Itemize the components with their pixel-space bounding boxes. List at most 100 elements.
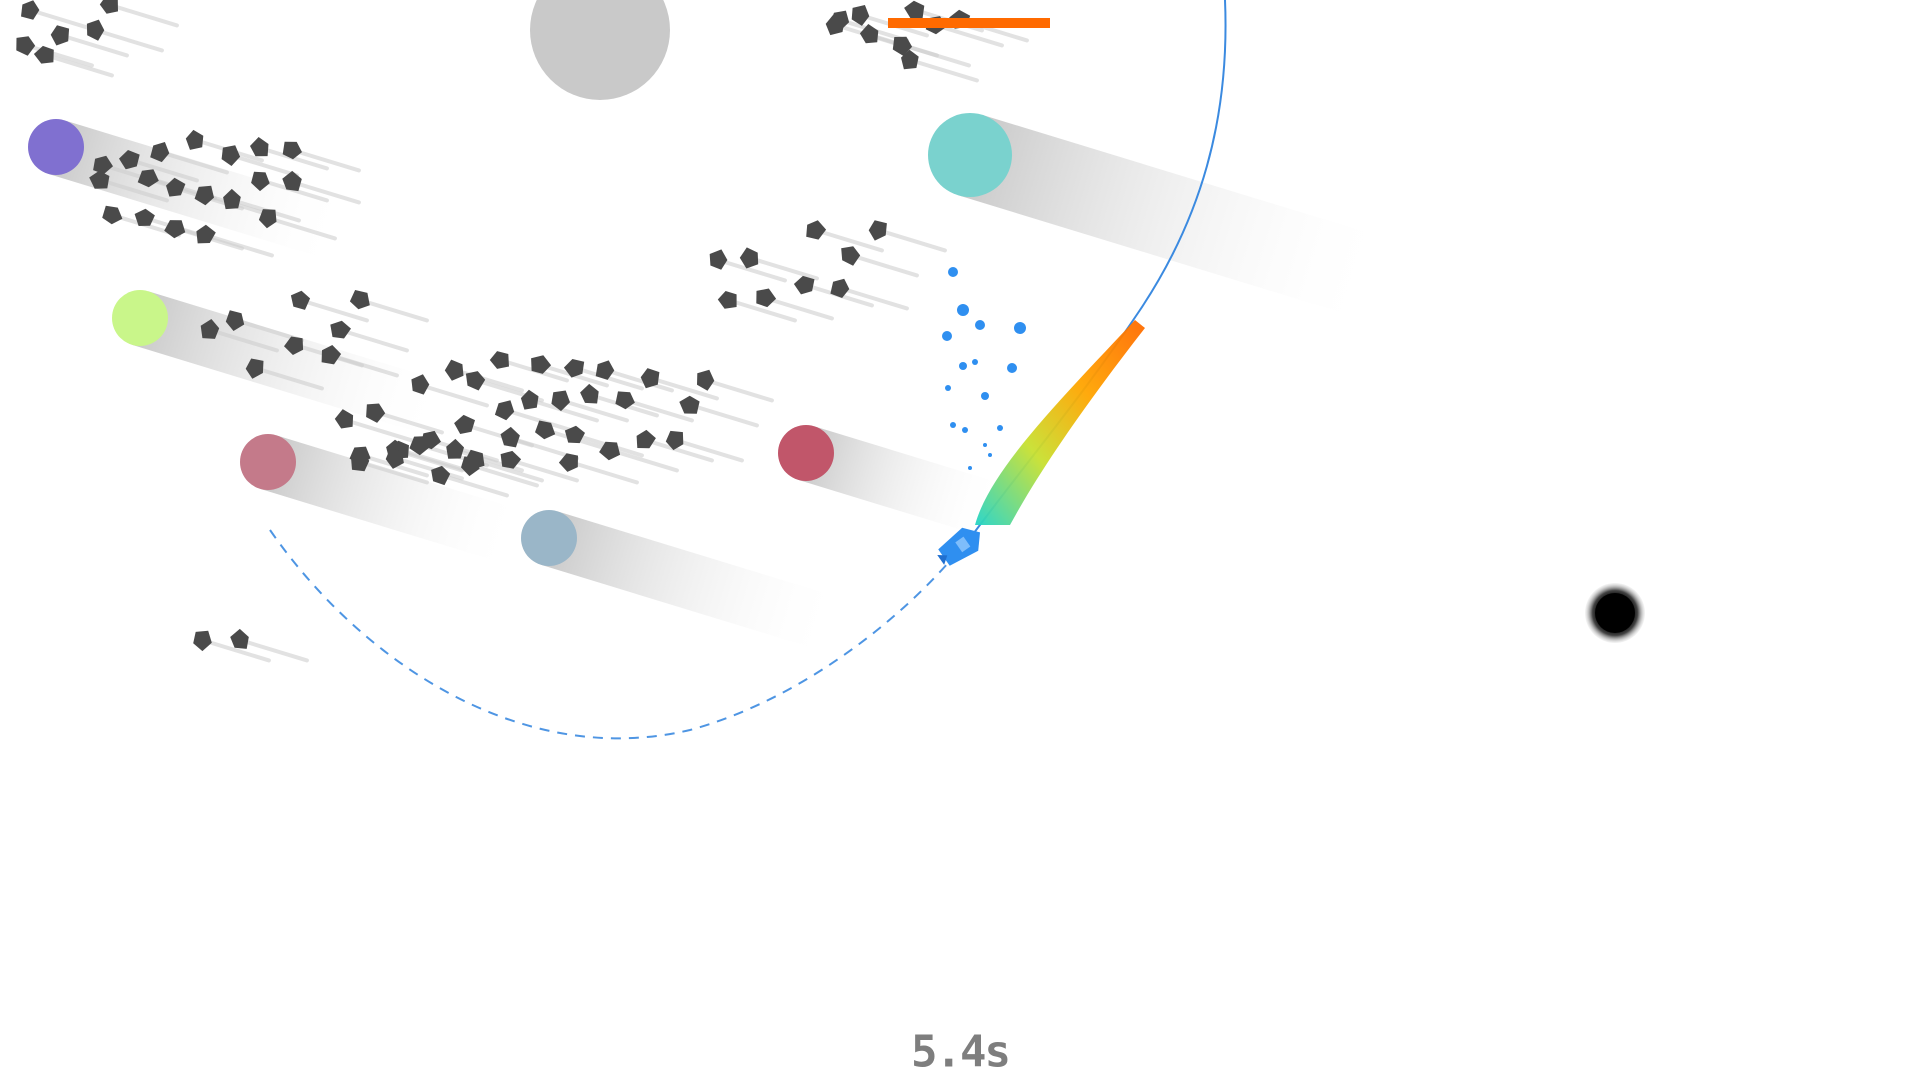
asteroid-streak bbox=[428, 438, 499, 463]
asteroid-icon bbox=[33, 45, 54, 64]
asteroid-icon bbox=[564, 425, 585, 444]
asteroid-streak bbox=[290, 148, 361, 173]
black-hole-icon bbox=[1585, 583, 1645, 643]
asteroid-streak bbox=[603, 368, 674, 393]
asteroid-icon bbox=[859, 24, 879, 44]
asteroid-icon bbox=[454, 414, 475, 434]
asteroid-icon bbox=[134, 208, 155, 226]
asteroid-icon bbox=[225, 310, 245, 331]
asteroid-icon bbox=[258, 209, 277, 229]
asteroid-icon bbox=[904, 0, 925, 19]
asteroid-streak bbox=[528, 398, 599, 423]
asteroid-icon bbox=[901, 49, 919, 70]
blue-particle bbox=[962, 427, 968, 433]
asteroid-streak bbox=[748, 256, 819, 281]
asteroid-streak bbox=[238, 638, 309, 663]
asteroid-streak bbox=[703, 378, 774, 403]
asteroid-streak bbox=[848, 253, 919, 278]
asteroid-icon bbox=[119, 150, 140, 170]
asteroid-streak bbox=[203, 233, 274, 258]
asteroid-streak bbox=[813, 228, 884, 253]
asteroid-icon bbox=[892, 36, 913, 56]
asteroid-icon bbox=[829, 10, 850, 31]
asteroid-icon bbox=[196, 224, 216, 244]
asteroid-streak bbox=[608, 448, 679, 473]
asteroid-icon bbox=[137, 169, 159, 188]
purple-planet bbox=[28, 119, 84, 175]
planets-layer bbox=[28, 0, 1012, 566]
blue-particle bbox=[983, 443, 987, 447]
asteroid-icon bbox=[282, 141, 302, 160]
fuel-bar bbox=[888, 18, 1050, 28]
asteroid-streak bbox=[373, 410, 444, 435]
asteroid-icon bbox=[194, 185, 214, 206]
asteroid-icon bbox=[251, 171, 270, 192]
steel-planet bbox=[521, 510, 577, 566]
asteroid-streak bbox=[98, 178, 169, 203]
asteroid-icon bbox=[349, 290, 370, 310]
asteroid-streak bbox=[108, 3, 179, 28]
asteroid-streak bbox=[838, 286, 909, 311]
asteroid-icon bbox=[99, 0, 118, 14]
asteroid-streak bbox=[673, 438, 744, 463]
mauve-planet bbox=[240, 434, 296, 490]
asteroid-icon bbox=[223, 188, 241, 210]
asteroid-icon bbox=[709, 249, 728, 270]
asteroid-icon bbox=[551, 390, 570, 412]
asteroid-streak bbox=[233, 318, 304, 343]
asteroid-icon bbox=[385, 447, 404, 469]
asteroid-icon bbox=[50, 25, 70, 46]
blue-particle bbox=[997, 425, 1003, 431]
asteroid-icon bbox=[351, 451, 370, 472]
asteroid-icon bbox=[284, 336, 304, 355]
asteroid-streak bbox=[623, 398, 694, 423]
blue-particles bbox=[942, 267, 1026, 470]
asteroid-icon bbox=[446, 438, 464, 459]
blue-particle bbox=[1014, 322, 1026, 334]
asteroid-icon bbox=[868, 220, 887, 241]
asteroid-icon bbox=[841, 246, 861, 266]
asteroid-streak bbox=[43, 53, 114, 78]
blue-particle bbox=[957, 304, 969, 316]
asteroid-icon bbox=[756, 288, 777, 308]
asteroid-icon bbox=[230, 628, 249, 649]
asteroid-icon bbox=[806, 220, 827, 240]
asteroid-streak bbox=[290, 180, 361, 205]
asteroid-streak bbox=[908, 58, 979, 83]
asteroid-icon bbox=[563, 359, 585, 378]
asteroid-streak bbox=[128, 158, 199, 183]
asteroid-icon bbox=[636, 429, 656, 449]
asteroid-streak bbox=[453, 368, 524, 393]
asteroid-icon bbox=[164, 220, 186, 239]
asteroid-streak bbox=[253, 366, 324, 391]
asteroid-streak bbox=[716, 258, 787, 283]
asteroid-icon bbox=[193, 630, 212, 652]
asteroid-streak bbox=[298, 298, 369, 323]
grey-planet bbox=[530, 0, 670, 100]
asteroid-streak bbox=[200, 638, 271, 663]
asteroid-streak bbox=[343, 418, 414, 443]
asteroid-streak bbox=[568, 460, 639, 485]
asteroid-streak bbox=[933, 23, 1004, 48]
blue-particle bbox=[945, 385, 951, 391]
asteroid-icon bbox=[615, 391, 635, 410]
asteroid-icon bbox=[793, 275, 815, 295]
steel-planet-trail bbox=[540, 511, 845, 653]
asteroid-icon bbox=[830, 278, 850, 298]
blue-particle bbox=[959, 362, 967, 370]
asteroid-streak bbox=[900, 43, 971, 68]
asteroid-icon bbox=[558, 453, 578, 472]
asteroid-streak bbox=[23, 43, 94, 68]
asteroid-icon bbox=[409, 436, 429, 456]
asteroid-icon bbox=[200, 319, 220, 339]
asteroid-icon bbox=[290, 290, 311, 310]
asteroid-icon bbox=[464, 449, 485, 470]
asteroid-streak bbox=[468, 463, 539, 488]
asteroid-icon bbox=[599, 441, 621, 461]
asteroid-streak bbox=[338, 328, 409, 353]
asteroid-streak bbox=[208, 328, 279, 353]
mauve-planet-trail bbox=[259, 435, 525, 565]
blue-particle bbox=[988, 453, 992, 457]
asteroid-streak bbox=[688, 403, 759, 428]
